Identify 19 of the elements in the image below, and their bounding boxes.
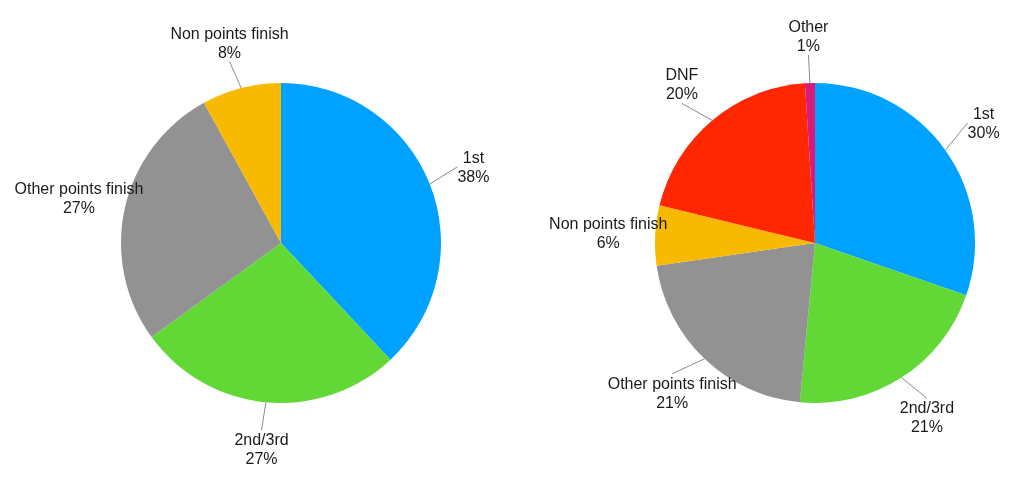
data-label: 27%	[62, 198, 95, 216]
slice-label: 2nd/3rd	[899, 399, 955, 417]
data-label: 21%	[656, 393, 689, 411]
data-label: 8%	[217, 43, 242, 61]
data-label: 1%	[796, 37, 820, 55]
data-label: 6%	[596, 234, 620, 252]
slice-label: 2nd/3rd	[234, 431, 289, 449]
slice-label: 1st	[972, 104, 995, 122]
slice-label: Non points finish	[170, 24, 289, 42]
slice-label: Other points finish	[14, 179, 144, 197]
data-label: 20%	[665, 85, 698, 103]
slice-label: 1st	[462, 148, 485, 166]
data-label: 38%	[457, 167, 490, 185]
slice-label: Other points finish	[607, 374, 737, 392]
data-label: 30%	[967, 123, 1000, 141]
slice-label: DNF	[665, 66, 699, 84]
slice-label: Other	[788, 18, 830, 36]
data-label: 27%	[245, 450, 278, 468]
data-label: 21%	[910, 418, 943, 436]
